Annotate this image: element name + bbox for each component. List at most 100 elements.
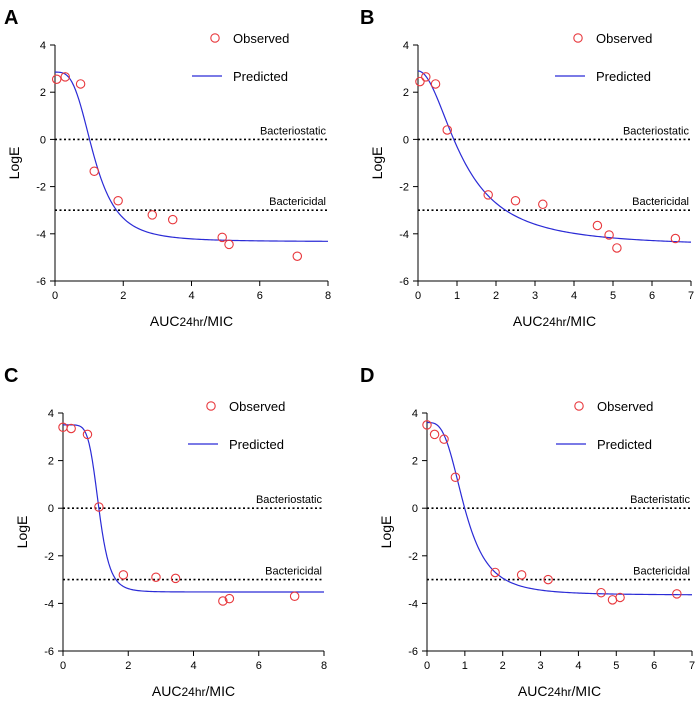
y-tick-label: -2 [36,182,46,194]
predicted-curve [417,70,692,243]
bacteriostatic-label: Bacteriostatic [623,125,690,137]
bactericidal-label: Bactericidal [265,566,322,578]
x-axis-label: AUC24hr/MIC [150,313,233,329]
x-tick-label: 4 [188,290,194,302]
observed-point [224,593,235,604]
observed-point [51,74,62,84]
observed-point [421,72,431,82]
y-tick-label: 2 [40,87,46,99]
observed-point [615,592,625,603]
panel-d: D -6 -4 -2 0 2 4 0 1 2 3 4 5 6 7 LogE AUC24hr/MIC Bacteri… [360,365,695,699]
y-tick-label: 2 [403,87,409,99]
observed-point [224,239,234,250]
bactericidal-label: Bactericidal [269,196,326,208]
observed-point [94,502,104,512]
predicted-curve [426,421,693,596]
bacteriostatic-label: Bacteriostatic [256,494,323,506]
legend-predicted-label: Predicted [596,69,651,84]
y-tick-label: -4 [44,598,54,610]
x-tick-label: 5 [610,290,616,302]
x-axis-label-main: AUC [518,683,548,699]
y-tick-label: -6 [36,276,46,288]
y-tick-label: 4 [40,40,46,52]
observed-point [538,199,548,210]
y-tick-label: -2 [44,551,54,563]
x-tick-label: 2 [500,660,506,672]
panel-label: C [4,365,18,387]
x-tick-label: 8 [325,290,331,302]
y-tick-label: 4 [48,408,54,420]
observed-point [113,196,123,206]
y-tick-label: -6 [399,276,409,288]
observed-point [612,243,622,253]
y-tick-label: -2 [408,551,418,563]
y-tick-label: -4 [399,229,409,241]
x-axis-label: AUC24hr/MIC [152,683,235,699]
observed-point [429,429,440,440]
predicted-curve [63,424,324,593]
x-axis-label-sub: 24hr [542,315,566,329]
x-tick-label: 7 [689,660,695,672]
x-tick-label: 7 [688,290,694,302]
x-axis-label-sub: 24hr [179,315,203,329]
y-tick-label: 2 [48,456,54,468]
x-tick-label: 6 [649,290,655,302]
panel-a: A -6 -4 -2 0 2 4 0 2 4 6 8 LogE AUC24hr/MIC Bacteriost… [4,7,331,329]
legend-observed-label: Observed [597,399,653,414]
observed-point [430,79,441,89]
observed-point [483,190,493,200]
panel-label: B [360,7,374,29]
observed-point [66,423,76,434]
legend-observed-label: Observed [596,31,652,46]
observed-point [167,214,178,225]
observed-point [89,166,99,177]
y-axis-label: LogE [369,147,385,180]
observed-point [292,251,303,261]
panel-label: D [360,365,374,387]
x-tick-label: 0 [415,290,421,302]
y-tick-label: 0 [403,134,409,146]
x-axis-label-tail: /MIC [567,313,597,329]
observed-point [60,72,70,82]
observed-point [217,232,227,243]
observed-point [442,125,452,135]
y-axis-label: LogE [14,516,30,549]
x-tick-label: 2 [125,660,131,672]
observed-point [672,589,682,599]
panel-label: A [4,7,18,29]
observed-point [82,429,93,440]
observed-point [670,233,681,244]
legend-observed-label: Observed [233,31,289,46]
observed-point [170,573,181,584]
observed-point [151,572,161,582]
panel-b: B -6 -4 -2 0 2 4 0 1 2 3 4 5 6 7 LogE AUC24hr/MIC Bacteri… [360,7,694,329]
observed-point [218,596,228,606]
predicted-curve [54,71,329,242]
x-tick-label: 2 [493,290,499,302]
observed-point [450,472,461,483]
observed-point [592,220,603,231]
observed-point [543,574,553,585]
legend-predicted-label: Predicted [233,69,288,84]
panel-c: C -6 -4 -2 0 2 4 0 2 4 6 8 LogE AUC24hr/MIC Bacteriost… [4,365,327,699]
observed-point [118,570,129,580]
x-axis-label-sub: 24hr [181,685,205,699]
x-axis-label-sub: 24hr [547,685,571,699]
y-tick-label: 0 [40,134,46,146]
x-tick-label: 4 [575,660,581,672]
x-tick-label: 0 [424,660,430,672]
observed-point [75,79,86,89]
x-axis-label-main: AUC [152,683,182,699]
x-tick-label: 4 [571,290,577,302]
observed-point [490,567,500,578]
bactericidal-label: Bactericidal [632,196,689,208]
x-axis-label-tail: /MIC [204,313,234,329]
observed-point [439,434,449,444]
x-tick-label: 3 [538,660,544,672]
x-tick-label: 0 [52,290,58,302]
x-axis-label-tail: /MIC [572,683,602,699]
x-axis-label: AUC24hr/MIC [513,313,596,329]
observed-point [596,587,606,598]
x-tick-label: 5 [613,660,619,672]
